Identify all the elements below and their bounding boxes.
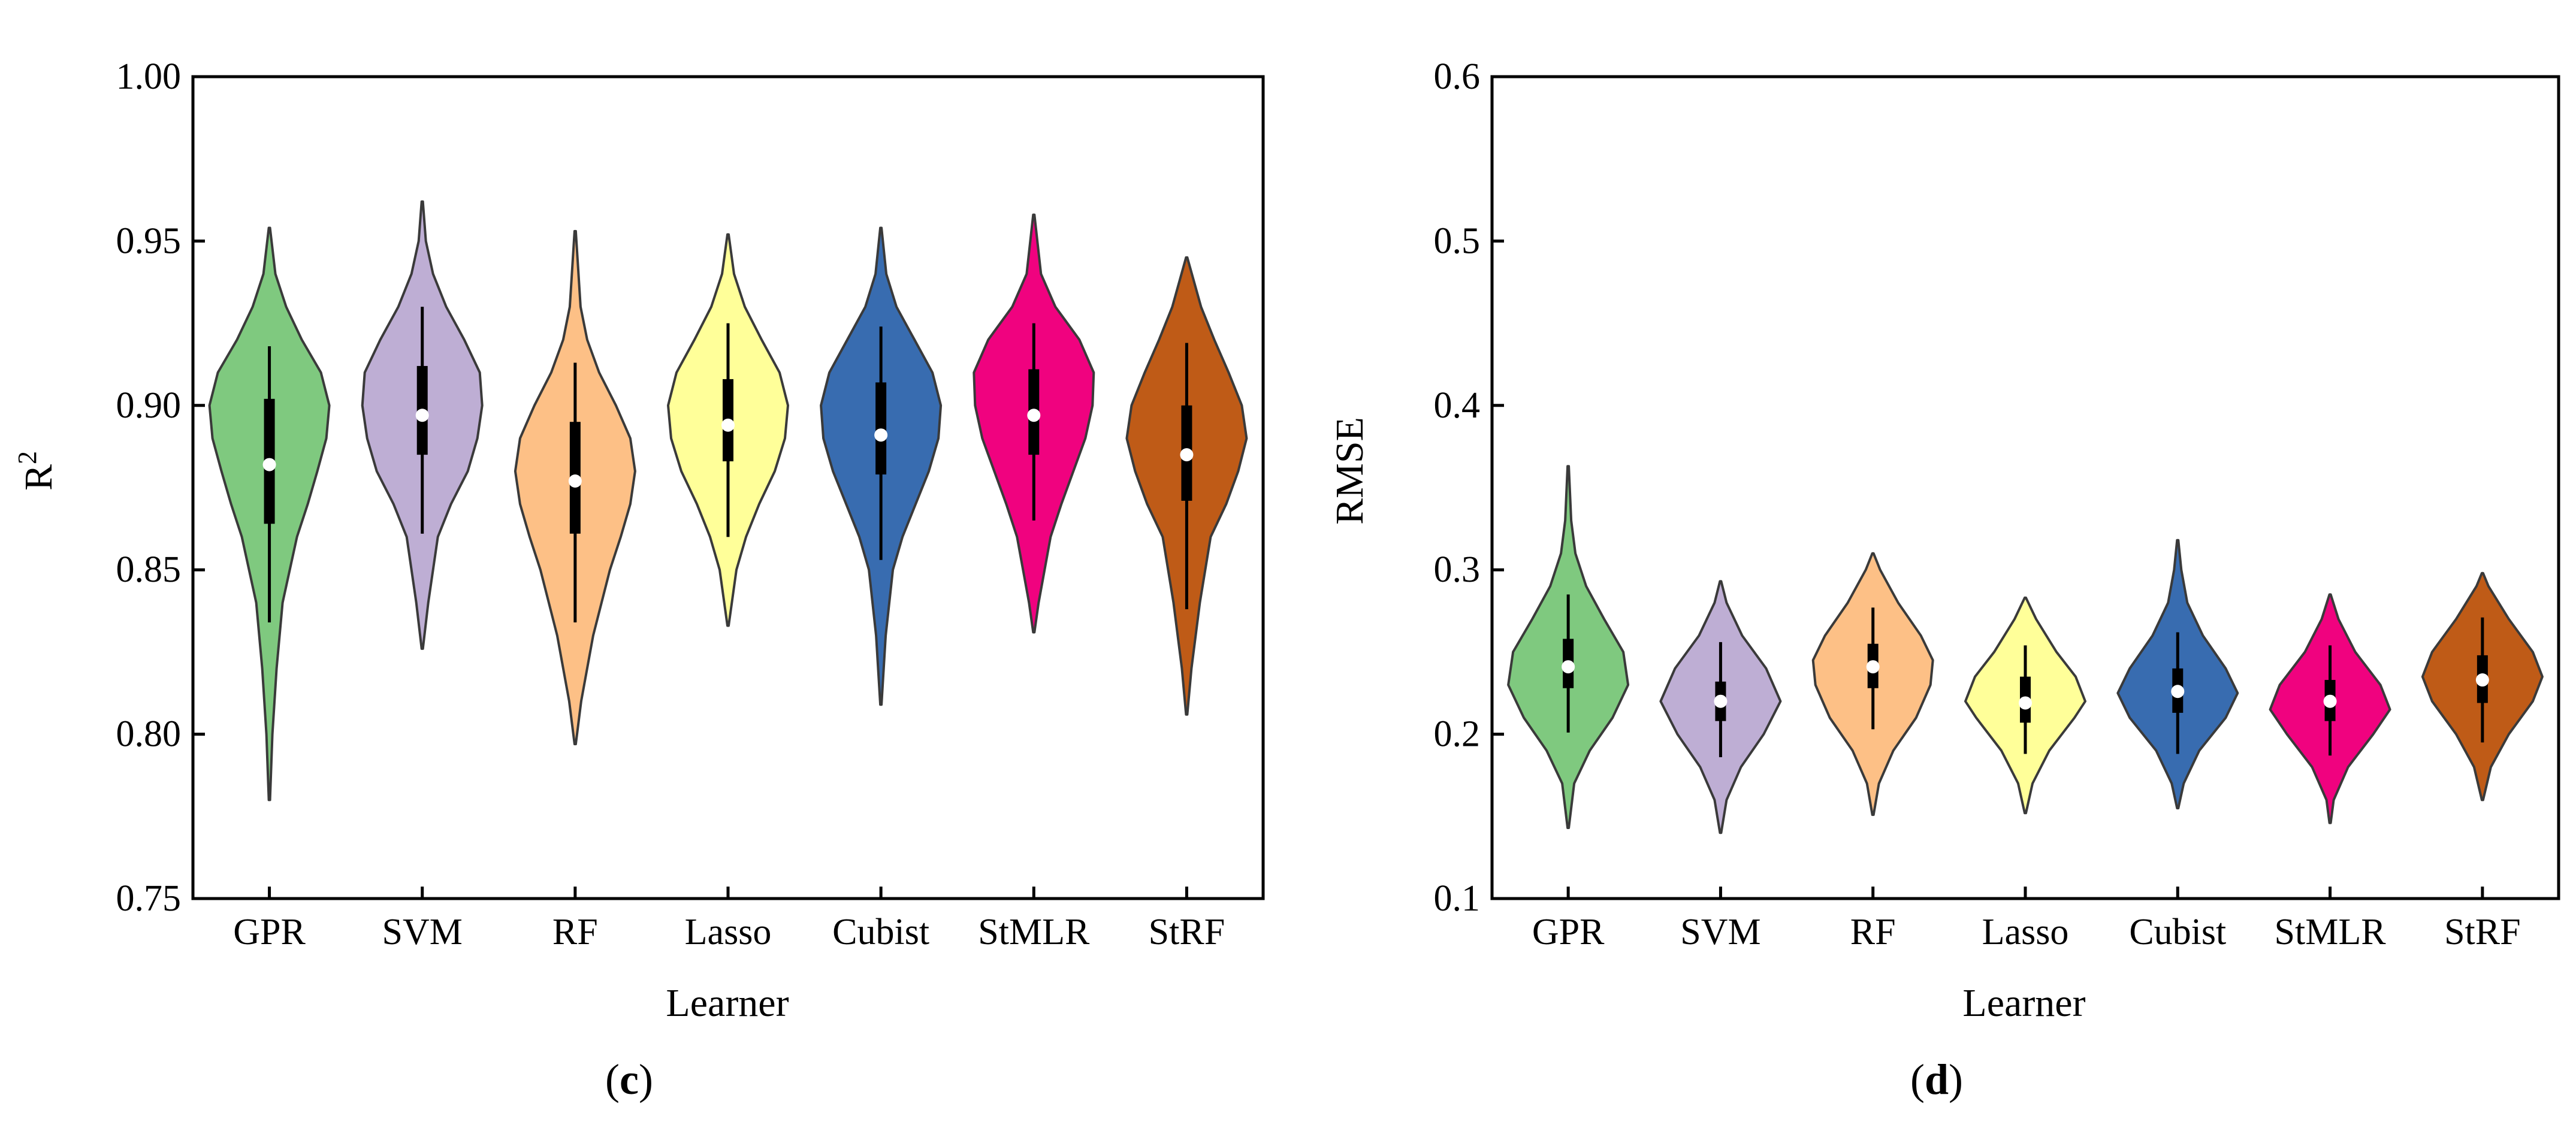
y-tick-label: 0.75 <box>116 878 182 919</box>
panel-label-d: (d) <box>1910 1056 1963 1103</box>
y-tick-label: 0.2 <box>1434 714 1481 755</box>
panel-c-ylabel: R2 <box>13 451 61 491</box>
y-tick-label: 0.85 <box>116 549 182 590</box>
median-strf <box>2475 673 2489 687</box>
y-tick-label: 0.95 <box>116 220 182 261</box>
median-strf <box>1180 448 1194 462</box>
x-axis-title: Learner <box>666 981 789 1025</box>
x-tick-label: StRF <box>1149 912 1225 952</box>
median-stmlr <box>1027 409 1041 422</box>
panel-c: R2 Learner (c) 0.75 0.80 0.85 0.90 0.95 1.00 G… <box>13 56 1265 1103</box>
median-cubist <box>2171 685 2185 698</box>
y-tick-label: 0.5 <box>1434 220 1481 261</box>
x-tick-label: StMLR <box>2275 912 2387 952</box>
y-tick-label: 0.1 <box>1434 878 1481 919</box>
y-tick-label: 0.3 <box>1434 549 1481 590</box>
x-tick-label: StMLR <box>978 912 1090 952</box>
x-tick-label: StRF <box>2444 912 2521 952</box>
median-rf <box>1866 660 1880 674</box>
x-tick-label: Cubist <box>2129 912 2226 952</box>
median-stmlr <box>2323 694 2337 708</box>
median-lasso <box>721 418 735 432</box>
x-axis-title: Learner <box>1962 981 2085 1025</box>
median-gpr <box>262 458 276 471</box>
y-tick-label: 1.00 <box>116 56 182 97</box>
median-gpr <box>1562 660 1575 674</box>
y-tick-label: 0.6 <box>1434 56 1481 97</box>
median-svm <box>1714 694 1728 708</box>
y-axis-title: RMSE <box>1328 417 1372 525</box>
y-tick-label: 0.80 <box>116 714 182 755</box>
median-lasso <box>2019 696 2032 710</box>
y-tick-label: 0.4 <box>1434 385 1481 426</box>
y-axis-title: R2 <box>13 451 61 491</box>
panel-label-c: (c) <box>605 1056 653 1103</box>
x-tick-label: RF <box>552 912 598 952</box>
x-tick-label: GPR <box>233 912 306 952</box>
x-tick-label: Lasso <box>685 912 772 952</box>
y-tick-label: 0.90 <box>116 385 182 426</box>
x-tick-label: GPR <box>1532 912 1605 952</box>
median-cubist <box>874 428 888 442</box>
x-tick-label: Lasso <box>1982 912 2069 952</box>
panel-d: RMSE Learner (d) 0.1 0.2 0.3 0.4 0.5 0.6 GPR SV… <box>1328 56 2560 1103</box>
x-tick-label: Cubist <box>832 912 929 952</box>
median-rf <box>568 474 582 488</box>
median-svm <box>415 409 429 422</box>
x-tick-label: SVM <box>382 912 463 952</box>
x-tick-label: RF <box>1850 912 1896 952</box>
x-tick-label: SVM <box>1680 912 1760 952</box>
